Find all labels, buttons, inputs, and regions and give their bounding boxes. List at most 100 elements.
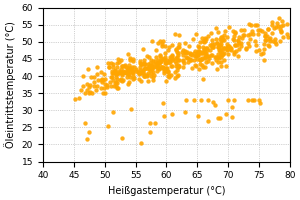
Point [192, 55, 197, 58]
Point [260, 52, 265, 55]
Point [125, 68, 130, 72]
Point [208, 44, 212, 47]
Point [236, 38, 241, 42]
Point [195, 52, 200, 55]
Point [284, 23, 289, 26]
Point [269, 32, 274, 35]
Point [209, 31, 214, 34]
Point [114, 81, 118, 84]
Point [122, 65, 126, 68]
Point [266, 45, 271, 48]
Point [144, 66, 148, 70]
Point [221, 46, 226, 49]
Point [88, 84, 92, 87]
Point [147, 55, 152, 58]
Point [256, 98, 261, 102]
Point [195, 51, 200, 54]
Point [266, 27, 270, 30]
Point [219, 60, 224, 64]
Point [214, 68, 219, 71]
Point [205, 48, 210, 51]
Point [148, 74, 153, 77]
Point [232, 39, 237, 42]
Point [220, 53, 225, 56]
Point [128, 56, 133, 60]
Point [145, 67, 150, 70]
Point [200, 57, 204, 60]
Point [123, 70, 128, 73]
Point [210, 44, 214, 47]
Point [193, 49, 198, 53]
Point [176, 52, 181, 55]
Point [205, 59, 210, 62]
Point [134, 67, 139, 70]
Point [118, 68, 123, 71]
Point [150, 76, 155, 79]
Point [276, 24, 281, 27]
Point [281, 23, 286, 26]
Point [137, 61, 142, 64]
Point [108, 61, 113, 64]
Point [169, 55, 174, 58]
Point [188, 52, 192, 55]
Point [161, 66, 166, 70]
Point [210, 61, 214, 65]
Point [151, 70, 155, 73]
Point [272, 41, 277, 44]
Point [151, 65, 155, 68]
Point [180, 58, 185, 61]
Point [148, 58, 153, 62]
Point [204, 54, 209, 58]
Point [219, 52, 224, 55]
Point [131, 76, 136, 80]
Point [217, 57, 222, 60]
Point [130, 70, 134, 73]
Point [95, 65, 100, 68]
Point [278, 39, 283, 42]
Point [220, 49, 224, 52]
Point [146, 66, 151, 69]
Point [153, 60, 158, 63]
Point [119, 78, 124, 81]
Point [140, 47, 145, 50]
Point [153, 55, 158, 58]
Point [277, 16, 282, 19]
Point [241, 33, 246, 37]
Point [139, 62, 143, 65]
Point [119, 74, 124, 77]
Point [110, 71, 115, 75]
Point [181, 60, 186, 63]
Point [136, 70, 140, 73]
Point [175, 50, 179, 53]
Point [202, 56, 207, 59]
Point [207, 56, 212, 59]
Point [224, 65, 228, 68]
Point [255, 24, 260, 27]
Point [94, 85, 99, 88]
Point [87, 130, 92, 133]
Point [256, 28, 261, 32]
Point [140, 71, 145, 74]
Point [157, 39, 162, 43]
Point [231, 30, 236, 33]
Point [183, 50, 188, 53]
Point [200, 40, 205, 43]
Point [168, 60, 172, 63]
Point [239, 29, 244, 32]
Point [79, 88, 83, 91]
Point [148, 68, 153, 72]
Point [150, 67, 155, 71]
Point [225, 47, 230, 50]
Point [176, 64, 180, 67]
Point [212, 43, 217, 46]
Point [94, 88, 98, 91]
Point [270, 23, 274, 26]
Point [198, 40, 203, 43]
Point [158, 55, 162, 58]
Point [225, 45, 230, 49]
Point [125, 67, 130, 70]
Point [217, 48, 222, 52]
Point [163, 51, 167, 55]
Point [230, 37, 235, 40]
Point [184, 56, 189, 59]
